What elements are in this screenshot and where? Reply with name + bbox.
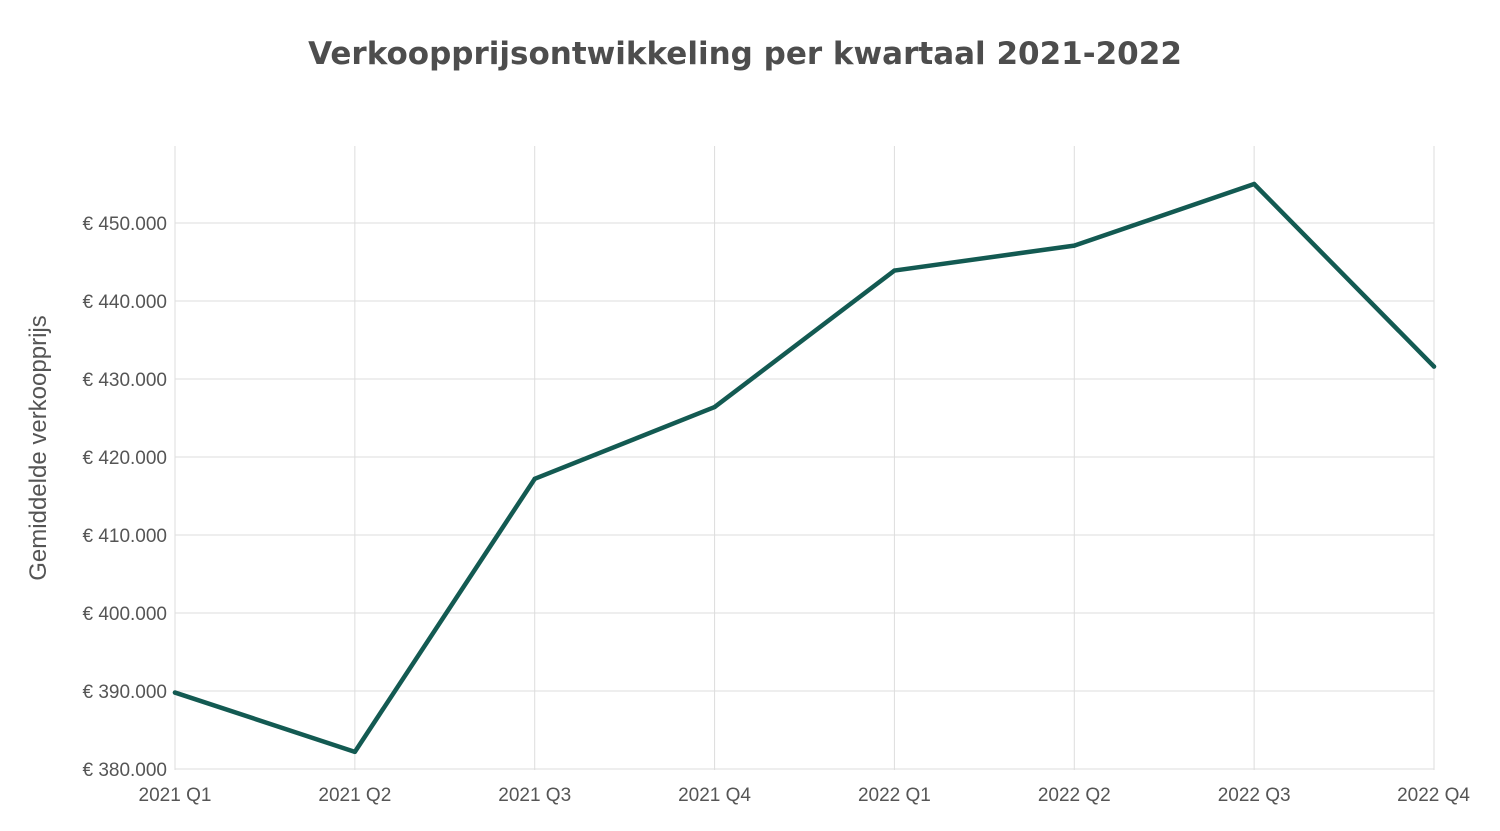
y-tick-label: € 440.000 — [82, 292, 167, 313]
x-axis-ticks: 2021 Q1 2021 Q2 2021 Q3 2021 Q4 2022 Q1 2022 … — [139, 785, 1471, 806]
x-tick-label: 2022 Q2 — [1038, 785, 1111, 806]
series-layer — [172, 181, 1437, 755]
y-tick-label: € 400.000 — [82, 604, 167, 625]
chart-title: Verkoopprijsontwikkeling per kwartaal 20… — [308, 36, 1182, 72]
x-tick-label: 2021 Q1 — [139, 785, 212, 806]
y-tick-label: € 420.000 — [82, 448, 167, 469]
x-tick-label: 2021 Q2 — [318, 785, 391, 806]
series-line — [172, 181, 1437, 755]
x-tick-label: 2021 Q3 — [498, 785, 571, 806]
data-point — [712, 404, 717, 410]
data-point — [532, 476, 537, 482]
x-tick-label: 2021 Q4 — [678, 785, 751, 806]
x-tick-label: 2022 Q1 — [858, 785, 931, 806]
data-point — [1431, 364, 1437, 369]
y-axis-ticks: € 380.000 € 390.000 € 400.000 € 410.000 € 42… — [82, 214, 167, 781]
data-point — [1251, 181, 1257, 187]
y-tick-label: € 410.000 — [82, 526, 167, 547]
data-point — [892, 268, 897, 273]
y-axis-title: Gemiddelde verkoopprijs — [25, 315, 52, 580]
data-point — [352, 749, 358, 755]
x-tick-label: 2022 Q3 — [1218, 785, 1291, 806]
y-tick-label: € 390.000 — [82, 682, 167, 703]
gridlines — [174, 146, 1435, 770]
x-tick-label: 2022 Q4 — [1397, 785, 1470, 806]
data-point — [1072, 243, 1077, 248]
y-tick-label: € 450.000 — [82, 214, 167, 235]
data-point — [172, 690, 178, 695]
y-tick-label: € 380.000 — [82, 760, 167, 781]
y-tick-label: € 430.000 — [82, 370, 167, 391]
